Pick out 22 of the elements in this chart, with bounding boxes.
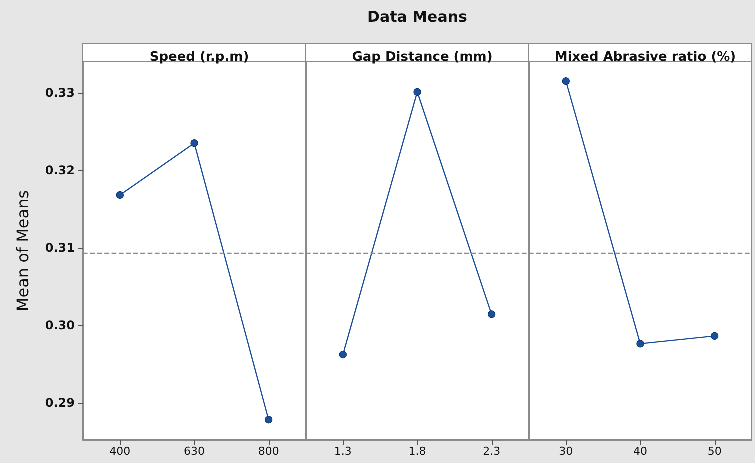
y-tick-label: 0.32 xyxy=(45,163,75,178)
x-tick-label: 30 xyxy=(559,445,574,458)
point xyxy=(265,416,273,424)
x-tick-label: 400 xyxy=(110,445,131,458)
x-tick-label: 800 xyxy=(258,445,280,458)
y-tick-label: 0.33 xyxy=(45,86,75,100)
point xyxy=(190,140,198,148)
y-axis-title: Mean of Means xyxy=(14,190,32,312)
x-tick-label: 1.8 xyxy=(408,445,426,458)
x-tick-label: 40 xyxy=(634,445,648,458)
point xyxy=(116,191,124,200)
x-tick-label: 1.3 xyxy=(334,445,352,458)
y-tick-label: 0.30 xyxy=(45,318,75,332)
x-axis-title: Gap Distance (mm) xyxy=(352,50,493,65)
x-tick-label: 2.3 xyxy=(483,445,501,458)
y-tick-label: 0.29 xyxy=(45,396,75,410)
x-axis-title: Mixed Abrasive ratio (%) xyxy=(554,50,736,65)
chart-title: Data Means xyxy=(368,8,468,26)
x-axis-title: Speed (r.p.m) xyxy=(150,50,250,65)
y-tick-label: 0.31 xyxy=(45,240,75,255)
x-tick-label: 630 xyxy=(184,445,205,458)
x-tick-label: 50 xyxy=(708,445,722,458)
